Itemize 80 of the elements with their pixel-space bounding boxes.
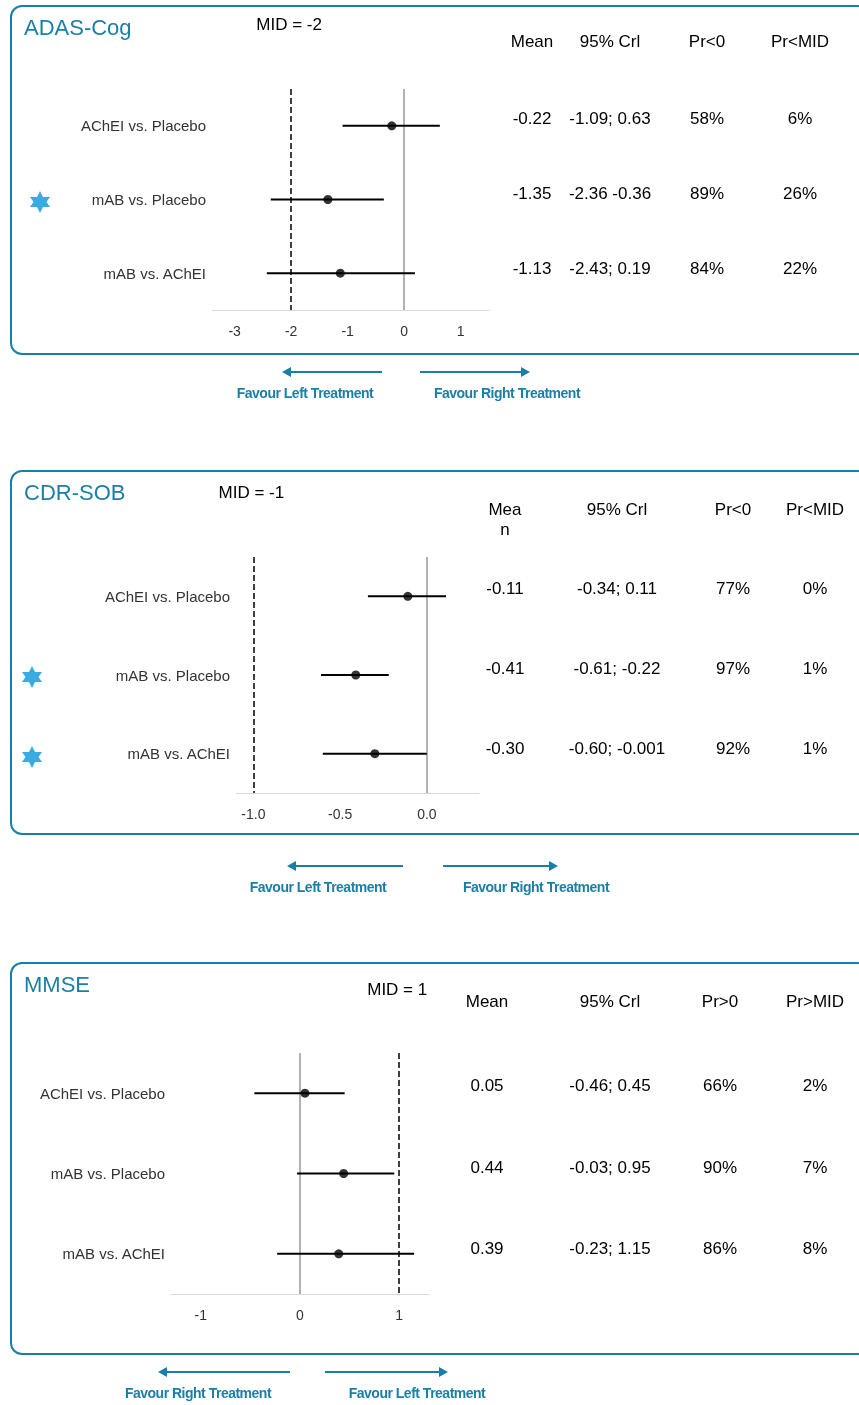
data-label: 0.05	[470, 1075, 504, 1096]
text: Favour Left Treatment	[249, 879, 387, 895]
text: -0.60; -0.001	[568, 739, 666, 759]
text: Mean	[510, 32, 554, 52]
data-label: -0.30	[485, 739, 525, 759]
data-label: -0.22	[512, 108, 552, 129]
text: Pr<0	[688, 32, 726, 52]
x-tick-label: 1	[456, 323, 465, 339]
chart-title: CDR-SOB	[24, 480, 126, 506]
text: 89%	[689, 183, 725, 204]
x-tick-label: -1.0	[241, 806, 266, 822]
text: 95% Crl	[586, 500, 648, 520]
data-label: -0.11	[486, 579, 524, 599]
data-label: 0.44	[470, 1157, 504, 1178]
text: Favour Right Treatment	[124, 1385, 272, 1401]
text: 7%	[802, 1157, 828, 1178]
y-tick-label: AChEI vs. Placebo	[39, 1084, 165, 1102]
text: -0.61; -0.22	[573, 659, 661, 679]
text: Favour Left Treatment	[236, 385, 374, 401]
text: 90%	[702, 1157, 738, 1178]
y-tick-label: mAB vs. AChEI	[62, 1245, 165, 1263]
text: 66%	[702, 1075, 738, 1096]
text: -1.09; 0.63	[569, 108, 651, 129]
text: 77%	[715, 579, 751, 599]
ref-line-label: MID = -1	[218, 483, 285, 503]
text: 92%	[715, 739, 751, 759]
text: -2.36 -0.36	[568, 183, 652, 204]
data-label: -1.35	[512, 183, 552, 204]
ref-line-label: MID = 1	[367, 980, 428, 1000]
text: Favour Right Treatment	[433, 385, 581, 401]
text: Pr<MID	[770, 32, 830, 52]
x-tick-label: 0	[296, 1307, 305, 1323]
text: -0.23; 1.15	[569, 1239, 651, 1260]
text: 58%	[689, 108, 725, 129]
ref-line-label: MID = -2	[256, 15, 322, 35]
y-tick-label: mAB vs. Placebo	[91, 191, 206, 208]
x-tick-label: -0.5	[328, 806, 353, 822]
text: 8%	[802, 1239, 828, 1260]
text: 1%	[802, 739, 828, 759]
x-tick-label: 0.0	[417, 806, 437, 822]
text: 95% Crl	[579, 32, 641, 52]
data-label: -0.41	[485, 659, 525, 679]
text: Pr<0	[714, 500, 752, 520]
x-tick-label: -2	[284, 323, 298, 339]
data-label: -1.13	[512, 258, 552, 279]
text: 86%	[702, 1239, 738, 1260]
text: Pr>0	[701, 992, 739, 1012]
y-tick-label: mAB vs. Placebo	[115, 666, 230, 684]
x-tick-label: -1	[341, 323, 355, 339]
y-tick-label: mAB vs. AChEI	[127, 745, 230, 763]
text: 84%	[689, 258, 725, 279]
chart-title: ADAS-Cog	[24, 15, 132, 41]
text: -0.34; 0.11	[576, 579, 658, 599]
x-tick-label: 1	[395, 1307, 404, 1323]
text: -2.43; 0.19	[569, 258, 651, 279]
text: Favour Right Treatment	[462, 879, 610, 895]
text: -0.46; 0.45	[569, 1075, 651, 1096]
text: 6%	[787, 108, 813, 129]
x-tick-label: -1	[194, 1307, 208, 1323]
text: Pr<MID	[785, 500, 845, 520]
text: 22%	[782, 258, 818, 279]
text: Mean	[487, 500, 523, 540]
text: -0.03; 0.95	[569, 1157, 651, 1178]
text: 2%	[802, 1075, 828, 1096]
y-tick-label: AChEI vs. Placebo	[80, 117, 206, 135]
y-tick-label: mAB vs. AChEI	[103, 264, 206, 282]
text: 26%	[782, 183, 818, 204]
text: 1%	[802, 659, 828, 679]
chart-title: MMSE	[24, 972, 90, 998]
text: Mean	[465, 992, 509, 1012]
y-tick-label: mAB vs. Placebo	[50, 1165, 165, 1182]
x-tick-label: 0	[400, 323, 409, 339]
x-tick-label: -3	[228, 323, 242, 339]
y-tick-label: AChEI vs. Placebo	[104, 587, 230, 605]
text: 0%	[802, 579, 828, 599]
text: 97%	[715, 659, 751, 679]
data-label: 0.39	[470, 1239, 504, 1260]
text: Favour Left Treatment	[348, 1385, 486, 1401]
text: 95% Crl	[579, 992, 641, 1012]
text: Pr>MID	[785, 992, 845, 1012]
